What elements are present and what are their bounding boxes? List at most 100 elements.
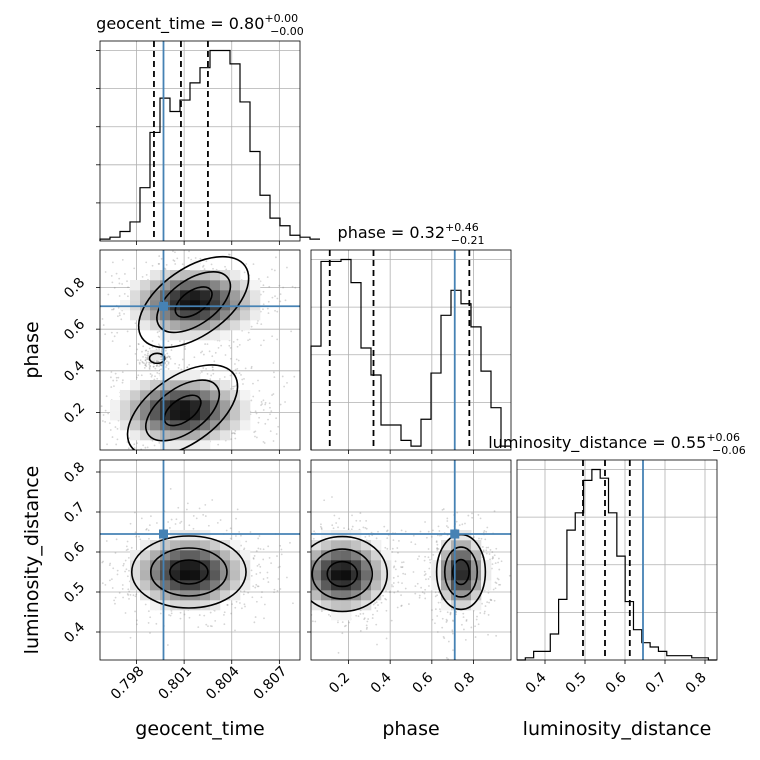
sample-point xyxy=(204,343,207,345)
sample-point xyxy=(169,614,172,617)
density-cell xyxy=(321,560,332,571)
sample-point xyxy=(489,558,491,561)
sample-point xyxy=(238,602,241,604)
sample-point xyxy=(460,623,463,626)
sample-point xyxy=(477,514,480,516)
density-cell xyxy=(150,410,161,421)
sample-point xyxy=(485,530,488,533)
density-cell xyxy=(240,550,251,561)
sample-point xyxy=(183,613,186,616)
density-cell xyxy=(371,560,382,571)
density-cell xyxy=(471,580,482,591)
sample-point xyxy=(122,562,125,565)
x-tick-label: 0.801 xyxy=(155,663,195,703)
sample-point xyxy=(341,621,344,624)
sample-point xyxy=(232,387,235,390)
sample-point xyxy=(121,379,124,382)
sample-point xyxy=(384,597,387,600)
sample-point xyxy=(158,255,161,257)
sample-point xyxy=(211,355,214,358)
density-cell xyxy=(180,560,191,571)
sample-point xyxy=(470,626,473,629)
sample-point xyxy=(164,268,167,271)
density-cell xyxy=(180,580,191,591)
density-cell xyxy=(140,280,151,291)
density-cell xyxy=(190,330,201,341)
x-tick-label: 0.4 xyxy=(523,670,550,697)
density-cell xyxy=(170,530,181,541)
sample-point xyxy=(418,596,421,599)
x-tick-label: 0.5 xyxy=(563,670,590,697)
sample-point xyxy=(188,616,191,619)
sample-point xyxy=(114,602,116,605)
sample-point xyxy=(135,619,138,622)
sample-point xyxy=(442,636,445,638)
sample-point xyxy=(305,578,307,580)
sample-point xyxy=(252,557,255,559)
sample-point xyxy=(243,378,245,380)
density-cell xyxy=(240,390,251,401)
sample-point xyxy=(156,360,159,363)
sample-point xyxy=(332,527,335,530)
sample-point xyxy=(170,344,173,346)
sample-point xyxy=(223,614,225,616)
density-cell xyxy=(140,570,151,581)
sample-point xyxy=(258,278,260,280)
density-cell xyxy=(230,410,241,421)
sample-point xyxy=(302,426,304,428)
sample-point xyxy=(275,520,277,522)
sample-point xyxy=(485,546,488,549)
sample-point xyxy=(401,566,404,568)
sample-point xyxy=(117,306,120,309)
sample-point xyxy=(111,261,114,264)
sample-point xyxy=(270,562,273,564)
sample-point xyxy=(257,319,259,322)
sample-point xyxy=(202,513,205,516)
sample-point xyxy=(277,425,280,428)
density-cell xyxy=(461,540,472,551)
sample-point xyxy=(412,571,415,573)
sample-point xyxy=(262,558,265,561)
sample-point xyxy=(141,361,144,364)
sample-point xyxy=(134,610,137,613)
sample-point xyxy=(343,527,345,530)
density-cell xyxy=(371,580,382,591)
sample-point xyxy=(198,614,201,616)
sample-point xyxy=(375,537,378,540)
sample-point xyxy=(115,443,118,446)
sample-point xyxy=(160,355,163,358)
sample-point xyxy=(234,606,237,609)
sample-point xyxy=(245,540,248,543)
contours xyxy=(126,255,250,450)
sample-point xyxy=(174,263,177,265)
y-axis-label-luminosity_distance: luminosity_distance xyxy=(21,466,43,655)
sample-point xyxy=(305,544,307,546)
x-tick-label: 0.7 xyxy=(643,670,670,697)
density-cell xyxy=(170,540,181,551)
density-cell xyxy=(190,400,201,411)
sample-point xyxy=(157,335,160,338)
sample-point xyxy=(155,364,158,367)
sample-point xyxy=(136,442,138,445)
sample-point xyxy=(284,401,286,403)
density-cell xyxy=(160,310,171,321)
sample-point xyxy=(247,242,249,244)
sample-point xyxy=(118,312,121,315)
sample-point xyxy=(159,612,162,615)
sample-point xyxy=(412,534,415,537)
density-cell xyxy=(160,580,171,591)
density-cell xyxy=(150,350,161,361)
density-cell xyxy=(461,580,472,591)
density-cell xyxy=(220,390,231,401)
sample-point xyxy=(392,566,395,569)
sample-point xyxy=(148,537,150,540)
sample-point xyxy=(214,351,217,354)
sample-point xyxy=(202,353,205,356)
sample-point xyxy=(489,598,492,601)
sample-point xyxy=(447,640,450,643)
y-tick-label: 0.2 xyxy=(61,400,88,427)
density-cell xyxy=(451,580,462,591)
sample-point xyxy=(388,591,391,593)
sample-point xyxy=(259,310,262,313)
sample-point xyxy=(436,547,439,549)
